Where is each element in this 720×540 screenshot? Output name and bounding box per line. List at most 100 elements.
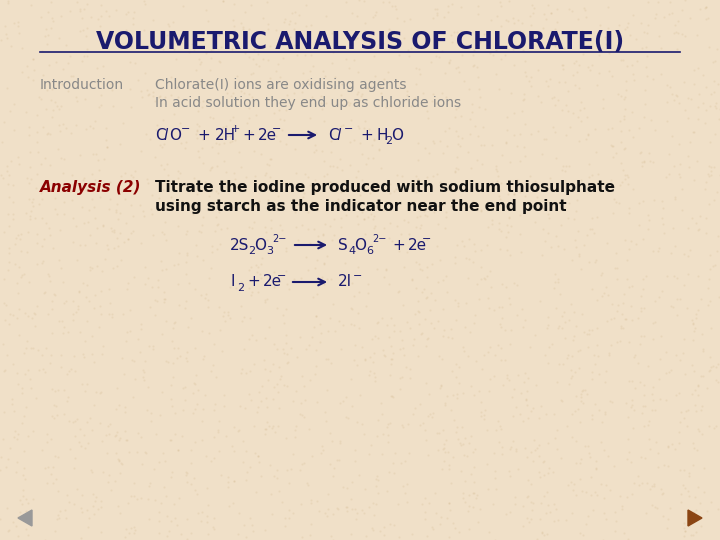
Point — [36, 446, 48, 454]
Point — [592, 170, 603, 179]
Point — [446, 38, 458, 47]
Point — [61, 397, 73, 406]
Point — [58, 155, 70, 164]
Point — [486, 215, 498, 224]
Point — [414, 212, 426, 221]
Point — [602, 23, 613, 32]
Point — [501, 245, 513, 254]
Point — [624, 377, 635, 386]
Point — [394, 374, 405, 383]
Point — [472, 155, 483, 164]
Point — [243, 223, 255, 232]
Point — [688, 65, 700, 74]
Point — [484, 375, 495, 383]
Point — [655, 485, 667, 494]
Point — [475, 206, 487, 215]
Point — [71, 97, 83, 106]
Point — [510, 447, 521, 456]
Point — [608, 195, 620, 204]
Point — [233, 147, 245, 156]
Point — [162, 357, 174, 366]
Point — [0, 514, 6, 523]
Point — [240, 369, 252, 378]
Point — [169, 318, 181, 327]
Point — [458, 440, 469, 449]
Point — [0, 228, 10, 237]
Point — [214, 207, 225, 216]
Point — [647, 501, 658, 509]
Point — [32, 147, 43, 156]
Point — [294, 333, 306, 341]
Point — [490, 535, 501, 540]
Point — [392, 287, 404, 296]
Point — [188, 379, 199, 387]
Point — [693, 64, 704, 72]
Point — [385, 359, 397, 368]
Point — [606, 140, 617, 149]
Point — [244, 275, 256, 284]
Point — [77, 349, 89, 358]
Point — [246, 395, 257, 404]
Point — [254, 269, 266, 278]
Point — [179, 144, 191, 152]
Point — [648, 480, 660, 488]
Point — [526, 497, 537, 506]
Point — [638, 157, 649, 166]
Point — [453, 68, 464, 76]
Point — [186, 40, 198, 49]
Point — [122, 235, 133, 244]
Point — [61, 369, 73, 378]
Point — [582, 441, 594, 450]
Point — [104, 178, 115, 187]
Point — [379, 352, 391, 360]
Point — [218, 402, 230, 410]
Point — [101, 142, 112, 151]
Point — [240, 476, 251, 485]
Point — [167, 402, 179, 410]
Point — [450, 167, 462, 176]
Point — [255, 274, 266, 282]
Point — [356, 92, 367, 101]
Point — [463, 234, 474, 243]
Point — [159, 295, 171, 303]
Point — [682, 152, 693, 161]
Point — [706, 90, 717, 98]
Point — [18, 463, 30, 472]
Point — [344, 160, 356, 169]
Point — [263, 322, 274, 331]
Point — [586, 60, 598, 69]
Point — [264, 421, 275, 430]
Point — [315, 449, 327, 457]
Point — [624, 31, 636, 40]
Point — [297, 80, 309, 89]
Point — [145, 479, 156, 488]
Point — [127, 393, 139, 402]
Point — [658, 12, 670, 21]
Point — [600, 40, 612, 49]
Point — [271, 474, 283, 482]
Point — [627, 185, 639, 193]
Point — [214, 326, 225, 335]
Point — [701, 214, 712, 222]
Point — [253, 243, 265, 252]
Point — [479, 274, 490, 283]
Point — [284, 514, 295, 523]
Point — [209, 340, 220, 348]
Point — [677, 206, 688, 215]
Point — [668, 28, 680, 37]
Point — [47, 385, 58, 394]
Point — [227, 498, 238, 507]
Point — [269, 109, 280, 117]
Point — [584, 453, 595, 461]
Point — [369, 511, 380, 519]
Point — [253, 62, 265, 71]
Point — [312, 232, 324, 240]
Point — [230, 284, 241, 293]
Point — [38, 235, 50, 244]
Point — [483, 528, 495, 537]
Point — [207, 162, 218, 171]
Point — [151, 296, 163, 305]
Point — [110, 405, 122, 414]
Point — [88, 202, 99, 211]
Point — [51, 515, 63, 524]
